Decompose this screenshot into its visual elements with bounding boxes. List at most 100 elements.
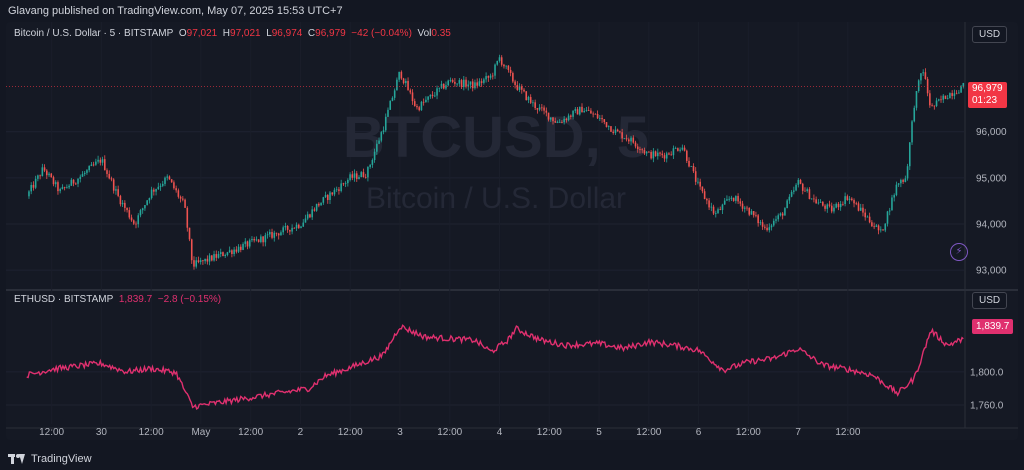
time-tick-label: May (191, 427, 210, 438)
btc-candle-body (471, 81, 474, 89)
btc-candle-body (697, 181, 699, 183)
btc-candle-body (400, 71, 403, 79)
btc-candle-body (933, 105, 936, 107)
btc-candle-body (748, 207, 751, 215)
time-tick-label: 3 (397, 427, 403, 438)
btc-candle-body (215, 254, 218, 258)
eth-currency-button[interactable]: USD (972, 292, 1008, 309)
btc-candle-body (699, 181, 701, 187)
btc-candle-body (59, 188, 61, 192)
btc-candle-body (837, 203, 840, 208)
time-tick-label: 12:00 (437, 427, 462, 438)
btc-candle-body (726, 199, 728, 201)
btc-candle-body (434, 95, 436, 97)
btc-candle-body (54, 182, 57, 185)
btc-candle-body (322, 197, 325, 203)
lightning-bolt-icon[interactable]: ⚡ (950, 243, 968, 261)
btc-candle-body (759, 222, 762, 224)
btc-candle-body (619, 131, 621, 133)
btc-currency-button[interactable]: USD (972, 26, 1008, 43)
btc-candle-body (340, 183, 342, 191)
btc-candle-body (157, 186, 160, 190)
btc-candle-body (567, 115, 570, 121)
btc-candle-body (398, 71, 400, 80)
btc-candle-body (39, 175, 41, 177)
btc-candle-body (808, 189, 811, 199)
btc-candle-body (384, 116, 387, 131)
btc-candle-body (50, 173, 53, 178)
btc-candle-body (469, 81, 472, 85)
btc-candle-body (186, 207, 189, 228)
chart-container[interactable]: BTCUSD, 5 Bitcoin / U.S. Dollar 93,000 94,… (6, 22, 1018, 440)
time-tick-label: 6 (696, 427, 702, 438)
btc-candle-body (246, 241, 249, 247)
btc-candle-body (842, 203, 844, 205)
btc-candle-body (57, 182, 59, 192)
btc-candle-body (126, 207, 128, 211)
btc-candle-body (240, 246, 242, 250)
btc-candle-body (235, 249, 238, 252)
btc-candle-body (752, 211, 755, 216)
btc-candle-body (306, 214, 309, 219)
btc-candle-body (344, 183, 347, 184)
btc-candle-body (30, 184, 32, 192)
btc-candle-body (268, 232, 271, 235)
btc-candle-body (476, 82, 478, 86)
btc-candle-body (108, 173, 111, 179)
time-tick-label: 12:00 (537, 427, 562, 438)
btc-candle-body (572, 110, 574, 117)
btc-candle-body (206, 258, 209, 262)
btc-candle-body (516, 84, 519, 90)
btc-candle-body (737, 196, 739, 202)
btc-candle-body (657, 152, 659, 157)
btc-candle-body (211, 255, 213, 261)
btc-candle-body (596, 114, 599, 119)
time-tick-label: 30 (96, 427, 108, 438)
btc-candle-body (364, 176, 367, 178)
btc-candle-body (447, 80, 449, 86)
btc-candle-body (213, 254, 215, 261)
btc-candle-body (556, 122, 559, 123)
btc-candle-body (148, 198, 151, 201)
btc-candle-body (204, 258, 206, 262)
btc-candle-body (830, 205, 833, 212)
btc-candle-body (795, 184, 797, 191)
publish-line: Glavang published on TradingView.com, Ma… (0, 0, 1024, 22)
btc-candle-body (99, 159, 102, 163)
btc-candle-body (376, 143, 378, 152)
btc-candle-body (382, 130, 385, 133)
btc-candle-body (117, 189, 119, 196)
btc-candle-body (563, 118, 565, 123)
btc-candle-body (480, 81, 483, 83)
btc-candle-body (558, 122, 561, 123)
btc-candle-body (273, 232, 276, 238)
btc-candle-body (425, 99, 427, 103)
btc-candle-body (757, 215, 759, 224)
btc-candle-body (130, 217, 133, 221)
btc-candle-body (915, 90, 918, 108)
btc-candle-body (70, 179, 73, 186)
btc-candle-body (543, 107, 545, 111)
btc-candle-body (438, 87, 441, 89)
btc-close-value: 96,979 (315, 28, 346, 39)
btc-low-value: 96,974 (271, 28, 303, 39)
btc-candle-body (659, 152, 661, 154)
time-tick-label: 12:00 (238, 427, 263, 438)
btc-candle-body (857, 203, 860, 211)
btc-candle-body (155, 189, 157, 192)
btc-candle-body (411, 92, 414, 102)
btc-candle-body (746, 207, 748, 209)
btc-candle-body (897, 183, 900, 185)
time-tick-label: 12:00 (835, 427, 860, 438)
btc-candle-body (491, 75, 494, 77)
btc-candle-body (625, 138, 628, 140)
btc-candle-body (37, 175, 39, 179)
btc-candle-body (355, 173, 358, 179)
btc-candle-body (882, 229, 884, 231)
btc-candle-body (779, 213, 782, 216)
chart-canvas[interactable]: BTCUSD, 5 Bitcoin / U.S. Dollar 93,000 94,… (6, 22, 1018, 440)
btc-candle-body (815, 199, 817, 204)
btc-candle-body (463, 79, 465, 87)
btc-candle-body (264, 235, 267, 243)
btc-candle-body (371, 160, 374, 165)
